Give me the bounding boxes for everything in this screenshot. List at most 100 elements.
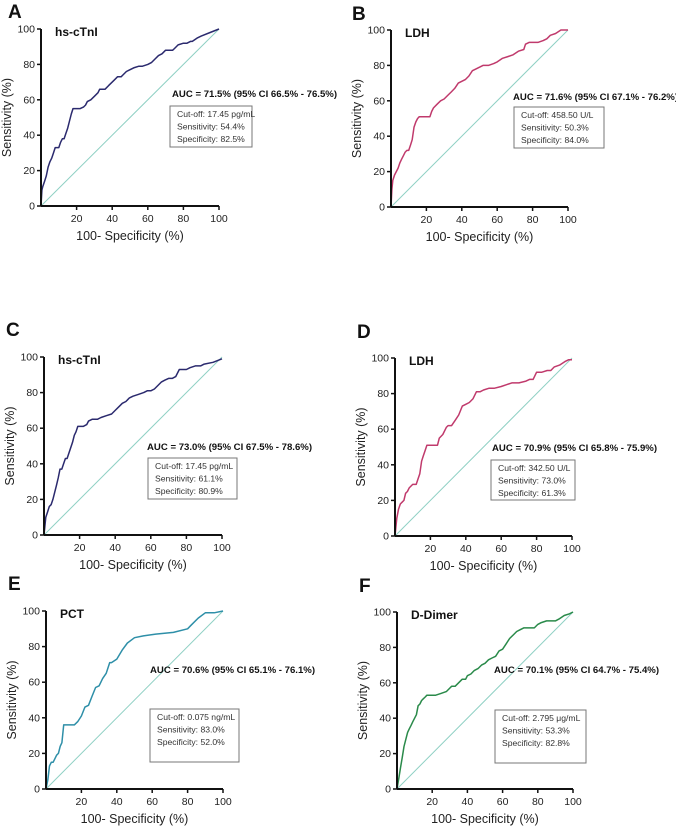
roc-panel-f: F 0 20 40 60 80 100 20 40 60 80 100 100- Specificity…	[356, 576, 659, 826]
stats-line: Cut-off: 2.795 μg/mL	[502, 713, 581, 723]
stats-line: Cut-off: 17.45 pg/mL	[177, 109, 255, 119]
stats-box	[513, 106, 605, 149]
reference-line	[396, 611, 574, 790]
y-tick-label: 0	[29, 201, 35, 213]
y-tick-label: 100	[17, 24, 35, 36]
stats-box	[494, 709, 587, 764]
y-tick-label: 0	[32, 530, 38, 542]
marker-title: hs-cTnI	[58, 353, 101, 367]
y-tick-label: 40	[377, 459, 389, 471]
stats-line: Specificity: 82.8%	[502, 738, 570, 748]
x-tick-label: 100	[214, 796, 232, 808]
x-tick-label: 40	[456, 214, 468, 226]
y-tick-label: 100	[373, 607, 391, 619]
stats-line: Specificity: 84.0%	[521, 135, 589, 145]
marker-title: PCT	[60, 607, 85, 621]
y-tick-label: 60	[377, 424, 389, 436]
roc-curve-line	[45, 610, 224, 790]
y-tick-label: 0	[385, 784, 391, 796]
y-tick-label: 60	[28, 677, 40, 689]
stats-line: Sensitivity: 53.3%	[502, 726, 570, 736]
panel-letter: D	[357, 322, 371, 343]
y-tick-label: 0	[379, 202, 385, 214]
stats-box	[149, 708, 240, 763]
x-tick-label: 80	[178, 213, 190, 225]
y-axis-title: Sensitivity (%)	[0, 78, 14, 157]
x-tick-label: 40	[462, 796, 474, 808]
auc-label: AUC = 70.9% (95% CI 65.8% - 75.9%)	[492, 443, 657, 454]
y-tick-label: 100	[367, 25, 385, 37]
x-tick-label: 40	[111, 796, 123, 808]
roc-curve-line	[43, 358, 223, 536]
x-axis-title: 100- Specificity (%)	[76, 229, 184, 243]
y-tick-label: 60	[379, 677, 391, 689]
marker-title: LDH	[405, 26, 430, 40]
x-tick-label: 60	[142, 213, 154, 225]
marker-title: LDH	[409, 354, 434, 368]
stats-line: Sensitivity: 83.0%	[157, 725, 225, 735]
y-tick-label: 100	[371, 353, 389, 365]
x-tick-label: 20	[76, 796, 88, 808]
panel-letter: A	[8, 2, 22, 23]
auc-label: AUC = 70.1% (95% CI 64.7% - 75.4%)	[494, 665, 659, 676]
marker-title: D-Dimer	[411, 608, 458, 622]
y-tick-label: 80	[377, 388, 389, 400]
roc-panel-d: D 0 20 40 60 80 100 20 40 60 80 100 100- Specificity…	[354, 322, 657, 573]
y-tick-label: 20	[379, 748, 391, 760]
y-tick-label: 40	[373, 131, 385, 143]
reference-line	[40, 28, 220, 207]
marker-title: hs-cTnI	[55, 25, 98, 39]
x-tick-label: 40	[109, 542, 121, 554]
y-tick-label: 40	[28, 712, 40, 724]
y-tick-label: 20	[28, 748, 40, 760]
stats-box	[490, 459, 576, 501]
reference-line	[394, 357, 573, 537]
stats-line: Specificity: 82.5%	[177, 134, 245, 144]
x-axis-title: 100- Specificity (%)	[430, 559, 538, 573]
x-tick-label: 100	[563, 543, 581, 555]
x-tick-label: 20	[426, 796, 438, 808]
x-axis-title: 100- Specificity (%)	[426, 230, 534, 244]
roc-panel-b: B 0 20 40 60 80 100 20 40 60 80 100 100- Specificity…	[350, 4, 676, 244]
roc-curve-line	[396, 611, 574, 790]
stats-line: Cut-off: 0.075 ng/mL	[157, 712, 235, 722]
y-tick-label: 100	[20, 352, 38, 364]
reference-line	[43, 356, 223, 536]
x-tick-label: 40	[460, 543, 472, 555]
x-tick-label: 40	[106, 213, 118, 225]
roc-curve-line	[390, 29, 568, 208]
auc-label: AUC = 71.5% (95% CI 66.5% - 76.5%)	[172, 89, 337, 100]
x-tick-label: 100	[564, 796, 582, 808]
x-tick-label: 60	[495, 543, 507, 555]
reference-line	[390, 29, 569, 208]
x-tick-label: 20	[425, 543, 437, 555]
auc-label: AUC = 73.0% (95% CI 67.5% - 78.6%)	[147, 442, 312, 453]
y-tick-label: 80	[26, 387, 38, 399]
panel-letter: C	[6, 320, 20, 341]
y-tick-label: 80	[23, 59, 35, 71]
y-axis-title: Sensitivity (%)	[350, 79, 364, 158]
panel-letter: E	[8, 574, 21, 595]
stats-line: Sensitivity: 61.1%	[155, 474, 223, 484]
y-tick-label: 80	[28, 641, 40, 653]
x-tick-label: 80	[532, 796, 544, 808]
y-tick-label: 20	[23, 165, 35, 177]
x-tick-label: 100	[559, 214, 577, 226]
y-tick-label: 0	[34, 784, 40, 796]
y-tick-label: 20	[373, 166, 385, 178]
y-tick-label: 60	[373, 95, 385, 107]
x-tick-label: 80	[527, 214, 539, 226]
x-axis-title: 100- Specificity (%)	[79, 558, 187, 572]
stats-line: Specificity: 52.0%	[157, 737, 225, 747]
x-tick-label: 20	[421, 214, 433, 226]
x-axis-title: 100- Specificity (%)	[81, 812, 189, 826]
y-tick-label: 40	[23, 130, 35, 142]
x-tick-label: 80	[181, 542, 193, 554]
y-tick-label: 80	[373, 60, 385, 72]
y-tick-label: 40	[26, 458, 38, 470]
roc-panel-c: C 0 20 40 60 80 100 20 40 60 80 100 100- Specificity…	[3, 320, 312, 572]
panel-letter: B	[352, 4, 366, 25]
reference-line	[45, 610, 224, 790]
x-tick-label: 60	[146, 796, 158, 808]
